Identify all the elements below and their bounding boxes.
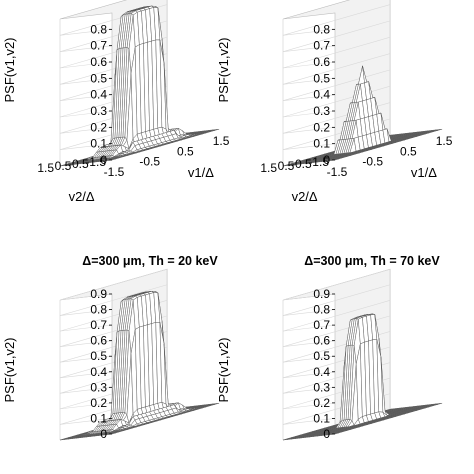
- z-tick-label: 0.2: [90, 396, 107, 410]
- x-axis: -1.5 -0.5 0.5 1.5: [104, 134, 230, 179]
- x-tick-label: -0.5: [362, 155, 383, 169]
- x-axis: -1.5 -0.5 0.5 1.5: [327, 134, 453, 179]
- surface-plot-2: 00.10.20.30.40.50.60.70.8PSF(v1,v2)-1.5-…: [216, 0, 453, 204]
- surface-mesh: [59, 5, 220, 167]
- z-tick-label: 0: [100, 427, 107, 441]
- z-tick-label: 0.9: [313, 287, 330, 301]
- z-tick-label: 0.5: [90, 349, 107, 363]
- x-tick-label: 0.5: [177, 144, 194, 158]
- z-tick-label: 0.7: [90, 39, 107, 53]
- y-axis-label: v2/Δ: [292, 189, 318, 204]
- x-tick-label: 0.5: [400, 144, 417, 158]
- y-axis: 1.5 0.5-0.5-1.5: [260, 155, 329, 175]
- z-axis: 0 0.10.2 0.30.4 0.50.6 0.70.8 0.9: [313, 287, 335, 441]
- y-tick-label: 0.5: [55, 159, 72, 173]
- y-tick-label: 0.5: [278, 159, 295, 173]
- mesh-cell: [212, 128, 220, 131]
- z-tick-label: 0.1: [90, 411, 107, 425]
- z-tick-label: 0.8: [313, 22, 330, 36]
- surface-mesh: [282, 65, 443, 167]
- z-tick-label: 0.2: [313, 120, 330, 134]
- z-tick-label: 0.8: [313, 303, 330, 317]
- z-axis-label: PSF(v1,v2): [2, 37, 17, 102]
- z-tick-label: 0.1: [313, 411, 330, 425]
- z-tick-label: 0.6: [90, 334, 107, 348]
- y-tick-label: -1.5: [308, 155, 329, 169]
- z-tick-label: 0.7: [313, 39, 330, 53]
- z-tick-label: 0.3: [90, 380, 107, 394]
- z-axis-label: PSF(v1,v2): [216, 37, 231, 102]
- z-axis: 0 0.1 0.2 0.3 0.4 0.5 0.6 0.7 0.8: [313, 22, 335, 167]
- surface-plot-1: 00.10.20.30.40.50.60.70.8PSF(v1,v2)-1.5-…: [2, 0, 230, 204]
- surface-plot-4: 0 0.10.2 0.30.4 0.50.6 0.70.8 0.9 PSF(v1,v2) Δ=…: [216, 254, 443, 441]
- x-axis-label: v1/Δ: [188, 165, 214, 180]
- surface-plot-3: 0 0.10.2 0.30.4 0.50.6 0.70.8 0.9 PSF(v1,v2) Δ=…: [2, 254, 220, 441]
- z-axis-label: PSF(v1,v2): [216, 337, 231, 402]
- y-tick-label: -0.5: [291, 157, 312, 171]
- mesh-cell: [435, 128, 443, 131]
- y-tick-label: 1.5: [37, 161, 54, 175]
- z-tick-label: 0.3: [90, 104, 107, 118]
- z-tick-label: 0.7: [90, 318, 107, 332]
- z-axis-label: PSF(v1,v2): [2, 337, 17, 402]
- surface-mesh: [59, 291, 220, 441]
- z-tick-label: 0.7: [313, 318, 330, 332]
- z-tick-label: 0.1: [313, 137, 330, 151]
- y-axis-label: v2/Δ: [69, 189, 95, 204]
- z-tick-label: 0.1: [90, 137, 107, 151]
- y-tick-label: 1.5: [260, 161, 277, 175]
- z-tick-label: 0.5: [313, 349, 330, 363]
- z-tick-label: 0.4: [313, 88, 330, 102]
- y-tick-label: -0.5: [68, 157, 89, 171]
- x-tick-label: -1.5: [104, 165, 125, 179]
- z-tick-label: 0.4: [313, 365, 330, 379]
- x-tick-label: -0.5: [139, 155, 160, 169]
- plot-title: Δ=300 μm, Th = 20 keV: [82, 254, 218, 268]
- z-tick-label: 0.4: [90, 88, 107, 102]
- z-tick-label: 0.5: [90, 71, 107, 85]
- z-tick-label: 0.3: [313, 104, 330, 118]
- z-tick-label: 0.6: [313, 55, 330, 69]
- surface-mesh: [282, 313, 443, 441]
- y-axis: 1.5 0.5-0.5-1.5: [37, 155, 106, 175]
- y-tick-label: -1.5: [85, 155, 106, 169]
- z-tick-label: 0.8: [90, 22, 107, 36]
- plot-title: Δ=300 μm, Th = 70 keV: [304, 254, 440, 268]
- mesh-cell: [435, 402, 443, 405]
- x-axis-label: v1/Δ: [411, 165, 437, 180]
- x-tick-label: 1.5: [436, 134, 453, 148]
- z-tick-label: 0.2: [90, 120, 107, 134]
- z-axis: 0 0.10.2 0.30.4 0.50.6 0.70.8 0.9: [90, 287, 112, 441]
- z-tick-label: 0: [100, 153, 107, 167]
- z-tick-label: 0.6: [90, 55, 107, 69]
- z-tick-label: 0: [323, 427, 330, 441]
- z-tick-label: 0.5: [313, 71, 330, 85]
- z-tick-label: 0.4: [90, 365, 107, 379]
- z-tick-label: 0.3: [313, 380, 330, 394]
- z-tick-label: 0.8: [90, 303, 107, 317]
- z-tick-label: 0.2: [313, 396, 330, 410]
- z-tick-label: 0.6: [313, 334, 330, 348]
- z-tick-label: 0.9: [90, 287, 107, 301]
- mesh-cell: [212, 402, 220, 405]
- z-tick-label: 0: [323, 153, 330, 167]
- x-tick-label: 1.5: [213, 134, 230, 148]
- z-axis: 0 0.1 0.2 0.3 0.4 0.5 0.6 0.7 0.8: [90, 22, 112, 167]
- x-tick-label: -1.5: [327, 165, 348, 179]
